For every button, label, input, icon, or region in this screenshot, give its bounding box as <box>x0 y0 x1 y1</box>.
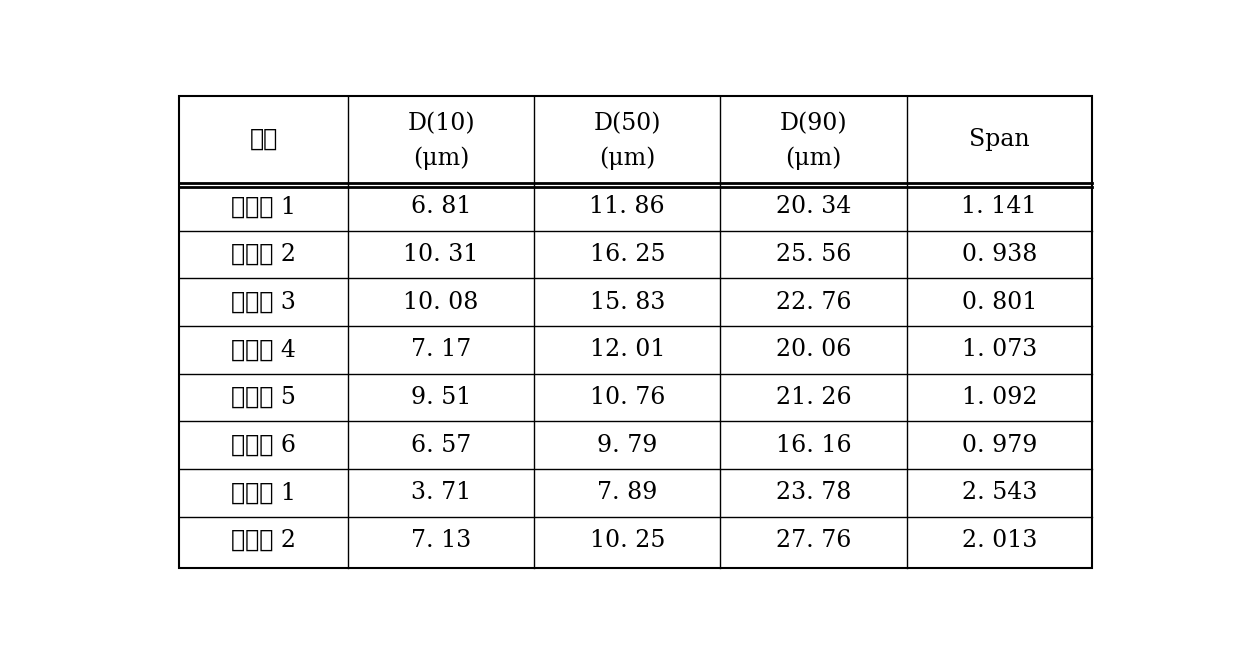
Text: 实施例 1: 实施例 1 <box>231 196 296 218</box>
Text: D(10): D(10) <box>407 112 475 135</box>
Text: 1. 092: 1. 092 <box>961 386 1037 409</box>
Text: 7. 89: 7. 89 <box>598 481 657 505</box>
Text: 10. 25: 10. 25 <box>589 529 665 552</box>
Text: (μm): (μm) <box>599 147 656 170</box>
Text: 实施例 3: 实施例 3 <box>231 291 296 314</box>
Text: 2. 013: 2. 013 <box>962 529 1037 552</box>
Text: 实施例 6: 实施例 6 <box>231 434 296 457</box>
Text: 11. 86: 11. 86 <box>589 196 665 218</box>
Text: 7. 13: 7. 13 <box>410 529 471 552</box>
Text: 15. 83: 15. 83 <box>589 291 665 314</box>
Text: 2. 543: 2. 543 <box>962 481 1037 505</box>
Text: 12. 01: 12. 01 <box>589 338 665 361</box>
Text: 0. 801: 0. 801 <box>962 291 1037 314</box>
Text: 9. 79: 9. 79 <box>598 434 657 457</box>
Text: D(90): D(90) <box>780 112 847 135</box>
Text: 对比例 2: 对比例 2 <box>231 529 296 552</box>
Text: 3. 71: 3. 71 <box>410 481 471 505</box>
Text: 实施例 2: 实施例 2 <box>231 243 296 266</box>
Text: 21. 26: 21. 26 <box>776 386 852 409</box>
Text: 10. 08: 10. 08 <box>403 291 479 314</box>
Text: 10. 76: 10. 76 <box>589 386 665 409</box>
Text: 6. 81: 6. 81 <box>410 196 471 218</box>
Text: 20. 34: 20. 34 <box>776 196 851 218</box>
Text: 25. 56: 25. 56 <box>776 243 851 266</box>
Text: D(50): D(50) <box>594 112 661 135</box>
Text: 10. 31: 10. 31 <box>403 243 479 266</box>
Text: 1. 073: 1. 073 <box>962 338 1037 361</box>
Text: 22. 76: 22. 76 <box>776 291 852 314</box>
Text: 7. 17: 7. 17 <box>410 338 471 361</box>
Text: 0. 979: 0. 979 <box>962 434 1037 457</box>
Text: (μm): (μm) <box>413 147 469 170</box>
Text: 6. 57: 6. 57 <box>410 434 471 457</box>
Text: 1. 141: 1. 141 <box>961 196 1037 218</box>
Text: 16. 25: 16. 25 <box>589 243 665 266</box>
Text: (μm): (μm) <box>785 147 842 170</box>
Text: 16. 16: 16. 16 <box>776 434 852 457</box>
Text: 23. 78: 23. 78 <box>776 481 851 505</box>
Text: 对比例 1: 对比例 1 <box>231 481 296 505</box>
Text: 编号: 编号 <box>249 128 278 151</box>
Text: 0. 938: 0. 938 <box>962 243 1037 266</box>
Text: 实施例 4: 实施例 4 <box>231 338 296 361</box>
Text: 20. 06: 20. 06 <box>776 338 851 361</box>
Text: 实施例 5: 实施例 5 <box>231 386 296 409</box>
Text: Span: Span <box>968 128 1029 151</box>
Text: 9. 51: 9. 51 <box>410 386 471 409</box>
Text: 27. 76: 27. 76 <box>776 529 851 552</box>
